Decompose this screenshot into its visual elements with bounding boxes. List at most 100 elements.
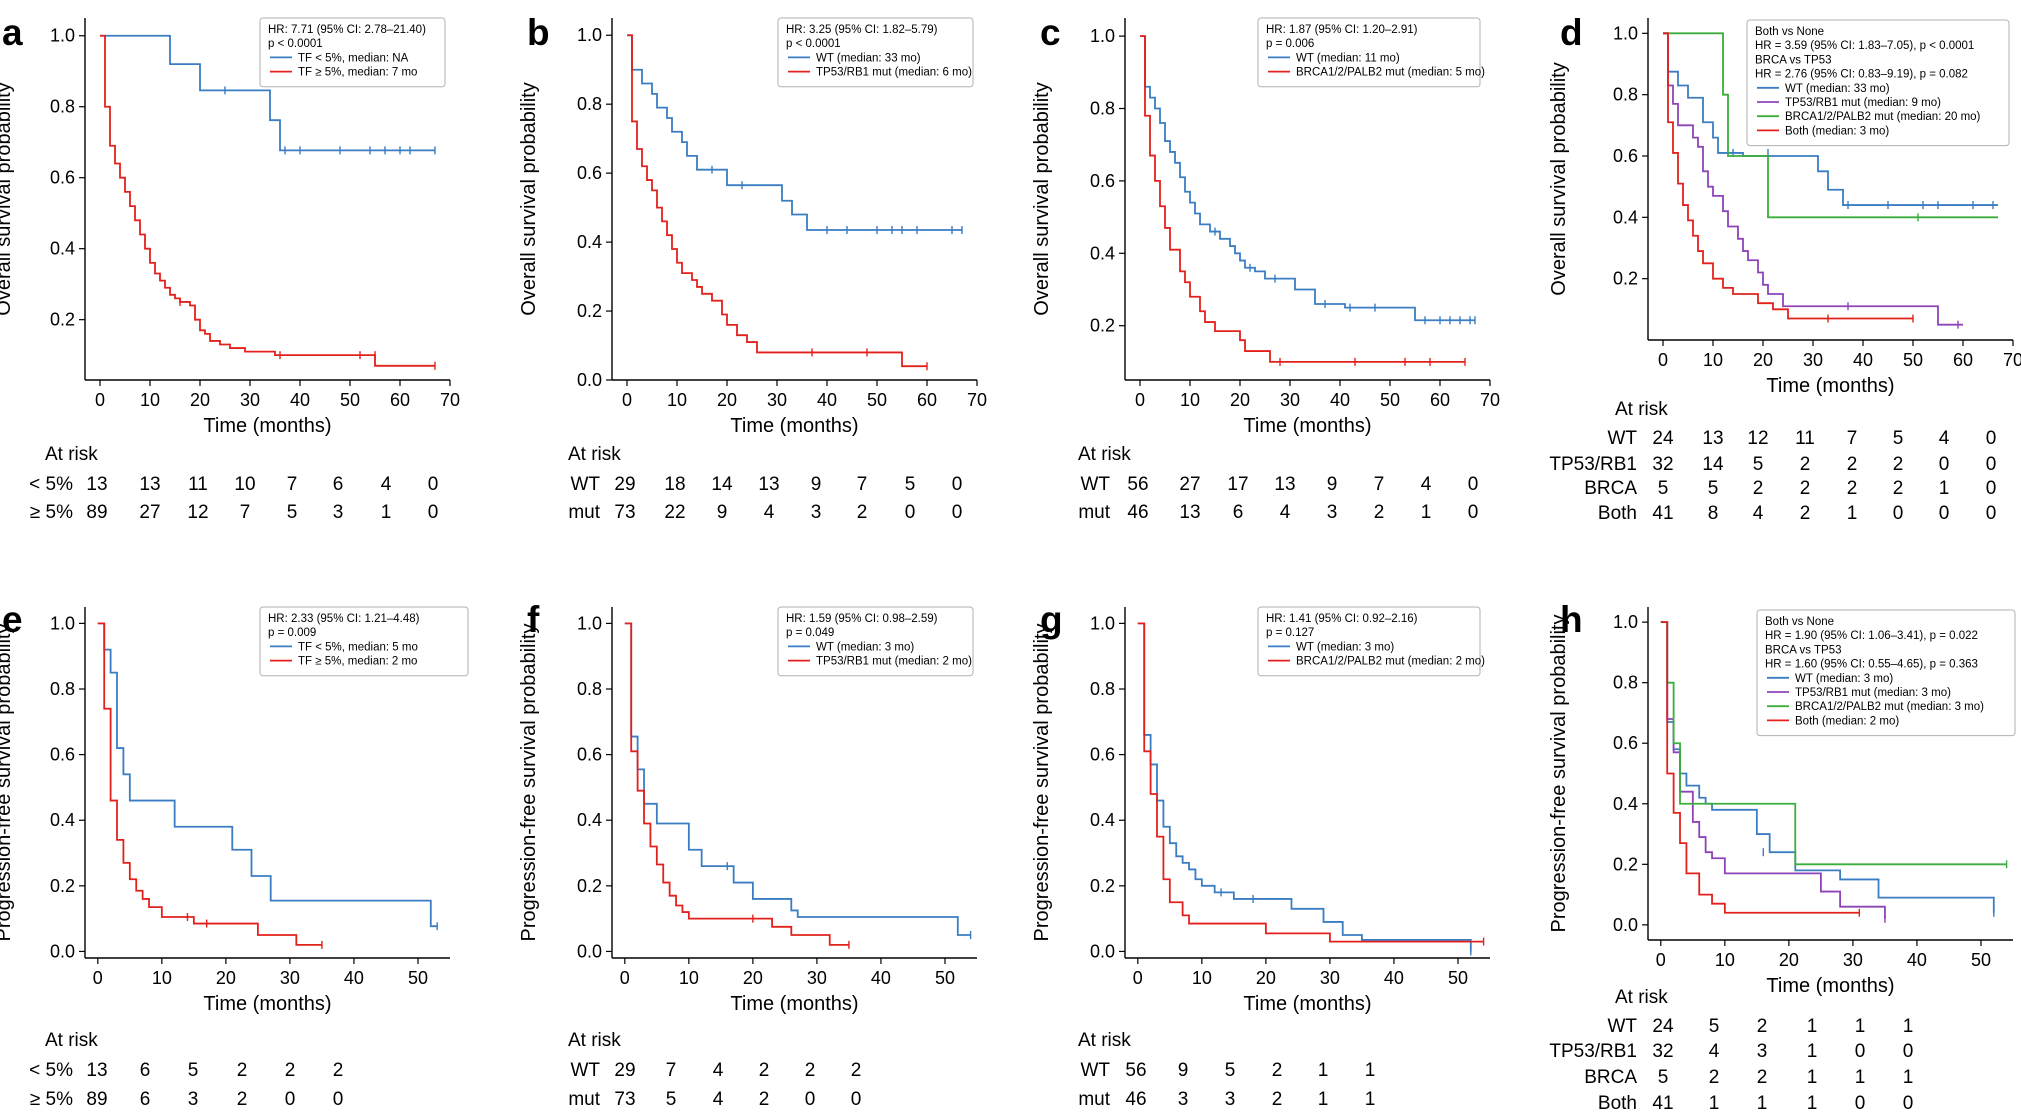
x-tick-label: 70 (2003, 350, 2021, 370)
x-tick-label: 10 (1703, 350, 1723, 370)
x-tick-label: 10 (679, 968, 699, 988)
legend-stat: p = 0.006 (1266, 38, 1314, 50)
km-curve-red (1137, 622, 1484, 943)
at-risk-value: 10 (234, 474, 255, 495)
at-risk-value: 73 (614, 1089, 635, 1110)
legend-entry: BRCA1/2/PALB2 mut (median: 20 mo) (1785, 111, 1981, 123)
legend-entry: BRCA1/2/PALB2 mut (median: 3 mo) (1795, 701, 1984, 713)
at-risk-value: 7 (1374, 474, 1385, 495)
x-tick-label: 20 (1230, 390, 1250, 410)
x-tick-label: 50 (1448, 968, 1468, 988)
legend-entry: TP53/RB1 mut (median: 2 mo) (816, 656, 972, 668)
at-risk-value: 46 (1125, 1089, 1146, 1110)
y-tick-label: 0.6 (50, 168, 75, 188)
x-tick-label: 20 (743, 968, 763, 988)
km-curve-blue (100, 34, 435, 152)
at-risk-value: 8 (1708, 503, 1719, 524)
at-risk-value: 1 (1807, 1041, 1818, 1062)
legend-entry: TF ≥ 5%, median: 2 mo (298, 656, 417, 668)
x-axis-label: Time (months) (203, 993, 331, 1015)
km-curve-red (624, 622, 849, 946)
y-tick-label: 0.0 (577, 370, 602, 390)
x-tick-label: 30 (1803, 350, 1823, 370)
legend-entry: WT (median: 33 mo) (816, 52, 921, 64)
x-tick-label: 0 (620, 968, 630, 988)
at-risk-value: 3 (188, 1089, 199, 1110)
km-curve-purple (1663, 32, 1963, 326)
legend-stat: p < 0.0001 (786, 38, 841, 50)
at-risk-value: 0 (1893, 503, 1904, 524)
legend-stat: p = 0.127 (1266, 627, 1314, 639)
y-axis-label: Progression-free survival probability (0, 624, 15, 942)
x-tick-label: 0 (95, 390, 105, 410)
at-risk-value: 3 (1327, 502, 1338, 523)
at-risk-value: 3 (1178, 1089, 1189, 1110)
at-risk-value: 24 (1652, 1016, 1674, 1037)
at-risk-value: 4 (381, 474, 392, 495)
at-risk-value: 7 (287, 474, 298, 495)
x-tick-label: 50 (935, 968, 955, 988)
legend-entry: TP53/RB1 mut (median: 9 mo) (1785, 97, 1941, 109)
at-risk-value: 2 (237, 1089, 248, 1110)
at-risk-value: 4 (1753, 503, 1764, 524)
x-tick-label: 40 (1330, 390, 1350, 410)
x-tick-label: 30 (807, 968, 827, 988)
at-risk-value: 1 (1855, 1067, 1866, 1088)
x-tick-label: 70 (1480, 390, 1500, 410)
at-risk-value: 0 (1986, 454, 1997, 475)
x-tick-label: 50 (867, 390, 887, 410)
at-risk-row-label: WT (1080, 474, 1110, 495)
legend-box (259, 17, 446, 88)
legend-box (1257, 606, 1481, 677)
y-axis-label: Progression-free survival probability (518, 624, 540, 942)
at-risk-value: 0 (805, 1089, 816, 1110)
legend-stat: HR: 1.41 (95% CI: 0.92–2.16) (1266, 613, 1418, 625)
y-tick-label: 0.2 (50, 876, 75, 896)
at-risk-value: 1 (1709, 1093, 1720, 1114)
at-risk-value: 3 (1225, 1089, 1236, 1110)
y-tick-label: 1.0 (50, 26, 75, 46)
km-curve-red (1663, 32, 1913, 320)
at-risk-value: 0 (285, 1089, 296, 1110)
y-tick-label: 1.0 (50, 613, 75, 633)
at-risk-value: 5 (1708, 478, 1719, 499)
at-risk-value: 3 (811, 502, 822, 523)
y-tick-label: 1.0 (1613, 612, 1638, 632)
legend-box (777, 606, 974, 677)
x-axis-label: Time (months) (203, 415, 331, 437)
at-risk-value: 13 (758, 474, 779, 495)
y-tick-label: 0.0 (577, 941, 602, 961)
legend-stat: p = 0.009 (268, 627, 316, 639)
y-tick-label: 0.0 (1090, 941, 1115, 961)
x-tick-label: 40 (1853, 350, 1873, 370)
y-tick-label: 0.4 (577, 810, 602, 830)
legend-stat: p = 0.049 (786, 627, 834, 639)
x-tick-label: 30 (280, 968, 300, 988)
panel-label: b (527, 12, 550, 53)
at-risk-value: 6 (333, 474, 344, 495)
at-risk-value: 2 (857, 502, 868, 523)
x-tick-label: 60 (917, 390, 937, 410)
x-tick-label: 40 (1384, 968, 1404, 988)
legend-entry: BRCA1/2/PALB2 mut (median: 5 mo) (1296, 67, 1485, 79)
x-tick-label: 10 (152, 968, 172, 988)
at-risk-value: 1 (1807, 1067, 1818, 1088)
at-risk-row-label: WT (1607, 428, 1637, 449)
y-tick-label: 0.4 (577, 232, 602, 252)
at-risk-value: 2 (1272, 1060, 1283, 1081)
x-tick-label: 10 (667, 390, 687, 410)
at-risk-row-label: WT (1607, 1016, 1637, 1037)
y-axis-label: Overall survival probability (518, 82, 540, 315)
x-tick-label: 50 (1903, 350, 1923, 370)
km-curve-blue (627, 34, 962, 231)
legend-stat: HR = 1.90 (95% CI: 1.06–3.41), p = 0.022 (1765, 630, 1978, 642)
x-tick-label: 20 (1256, 968, 1276, 988)
at-risk-value: 1 (1807, 1093, 1818, 1114)
at-risk-value: 0 (1855, 1041, 1866, 1062)
y-tick-label: 0.6 (50, 745, 75, 765)
km-curve-red (627, 34, 927, 368)
at-risk-value: 56 (1127, 474, 1148, 495)
y-tick-label: 0.2 (1613, 854, 1638, 874)
